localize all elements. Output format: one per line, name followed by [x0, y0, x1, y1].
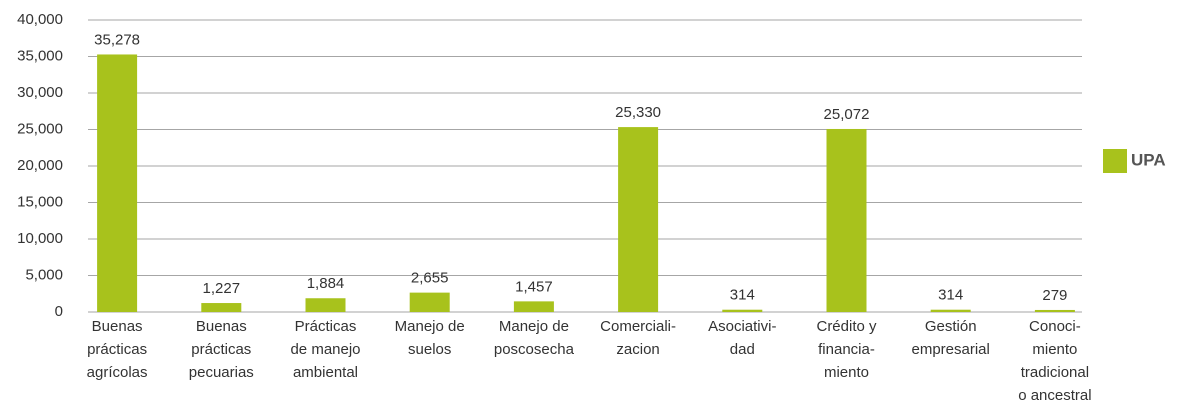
x-tick-label: zacion [616, 341, 659, 358]
bar [722, 309, 763, 312]
legend-swatch [1103, 149, 1127, 173]
x-tick-label: prácticas [191, 341, 251, 358]
y-tick-label: 10,000 [17, 230, 63, 247]
data-label: 314 [730, 287, 755, 304]
x-tick-label: Manejo de [395, 318, 465, 335]
x-tick-label: Buenas [196, 318, 247, 335]
bar [618, 127, 659, 312]
x-tick-label: agrícolas [87, 364, 148, 381]
data-label: 25,072 [824, 106, 870, 123]
bar [305, 298, 346, 312]
y-tick-label: 40,000 [17, 11, 63, 28]
data-label: 314 [938, 287, 963, 304]
x-tick-label: Comerciali- [600, 318, 676, 335]
x-tick-label: suelos [408, 341, 451, 358]
x-tick-label: miento [1032, 341, 1077, 358]
x-tick-label: Buenas [92, 318, 143, 335]
data-label: 25,330 [615, 104, 661, 121]
x-tick-label: Asociativi- [708, 318, 776, 335]
bar [930, 309, 971, 312]
y-tick-label: 0 [55, 303, 63, 320]
x-tick-label: prácticas [87, 341, 147, 358]
y-tick-label: 20,000 [17, 157, 63, 174]
y-tick-label: 25,000 [17, 120, 63, 137]
x-tick-label: financia- [818, 341, 875, 358]
y-tick-label: 30,000 [17, 84, 63, 101]
data-label: 1,227 [203, 280, 241, 297]
y-tick-label: 15,000 [17, 193, 63, 210]
data-label: 35,278 [94, 31, 140, 48]
bar [513, 301, 554, 312]
data-label: 1,884 [307, 275, 345, 292]
bar [826, 128, 867, 312]
x-tick-label: o ancestral [1018, 387, 1091, 404]
x-tick-label: Prácticas [295, 318, 357, 335]
x-tick-label: Gestión [925, 318, 977, 335]
x-tick-label: dad [730, 341, 755, 358]
x-tick-label: tradicional [1021, 364, 1089, 381]
x-tick-label: ambiental [293, 364, 358, 381]
x-tick-label: Crédito y [816, 318, 877, 335]
x-tick-label: pecuarias [189, 364, 254, 381]
bar [1034, 309, 1075, 312]
x-tick-label: empresarial [912, 341, 990, 358]
bar [201, 303, 242, 312]
data-label: 279 [1042, 287, 1067, 304]
data-label: 1,457 [515, 278, 553, 295]
x-tick-label: Conoci- [1029, 318, 1081, 335]
bar [409, 292, 450, 312]
legend-label: UPA [1131, 150, 1166, 169]
data-label: 2,655 [411, 270, 449, 287]
y-tick-label: 35,000 [17, 47, 63, 64]
x-tick-label: de manejo [290, 341, 360, 358]
x-tick-label: Manejo de [499, 318, 569, 335]
x-tick-label: poscosecha [494, 341, 575, 358]
x-tick-label: miento [824, 364, 869, 381]
y-tick-label: 5,000 [25, 266, 63, 283]
bar [97, 54, 138, 312]
